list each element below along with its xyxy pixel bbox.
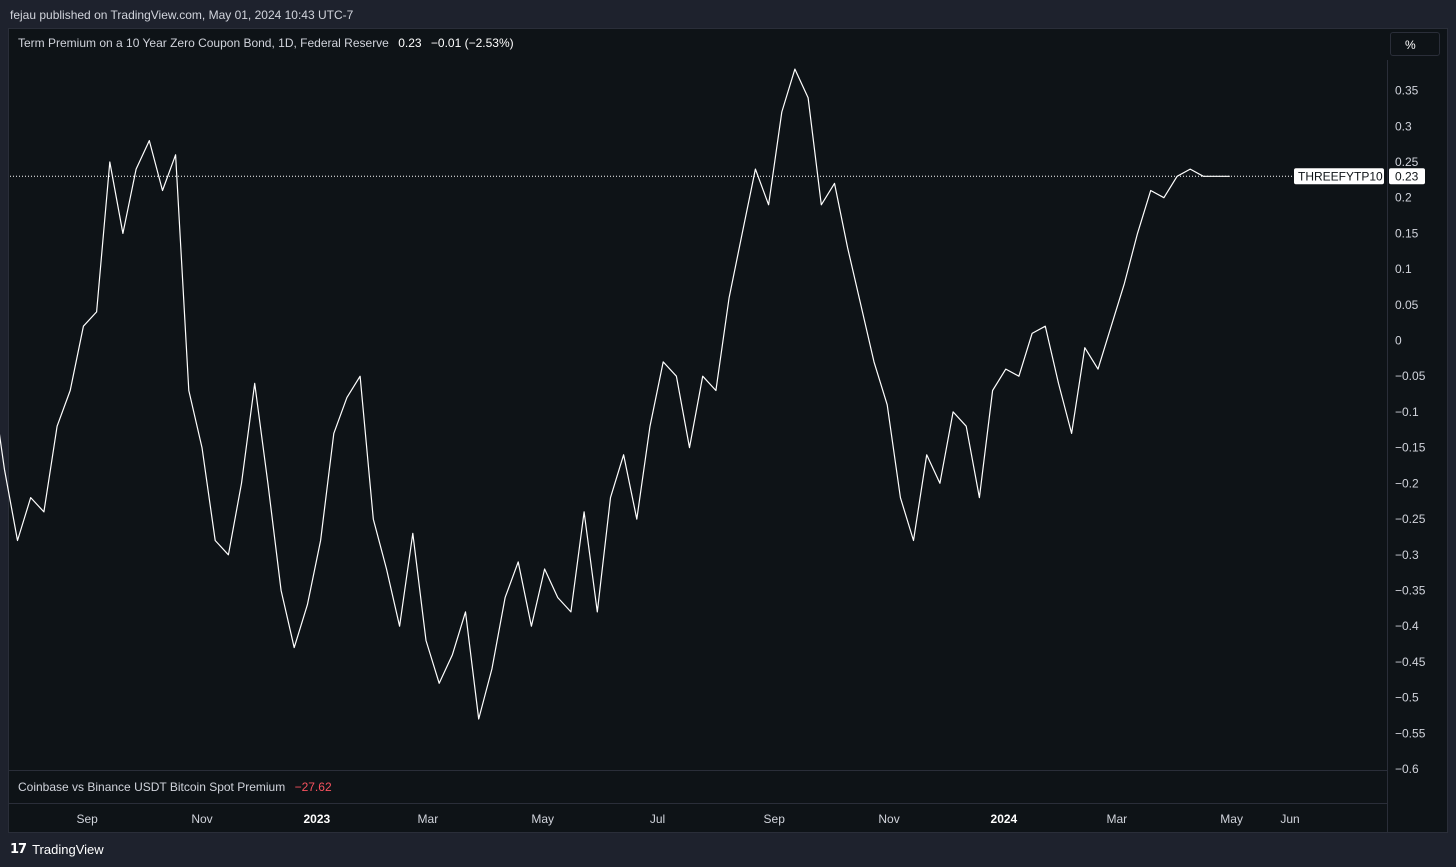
pane-divider[interactable] [8, 770, 1388, 771]
indicator-value: −27.62 [294, 780, 332, 794]
y-tick-label: −0.35 [1395, 583, 1426, 597]
footer-bar: 17 TradingView [0, 833, 1456, 867]
value-tag: 0.23 [1395, 169, 1419, 183]
series-line [0, 68, 1230, 720]
y-tick-label: 0.2 [1395, 191, 1412, 205]
x-tick-label: 2024 [991, 812, 1018, 826]
y-tick-label: −0.25 [1395, 512, 1426, 526]
y-tick-label: 0.35 [1395, 84, 1419, 98]
series-legend[interactable]: Term Premium on a 10 Year Zero Coupon Bo… [18, 36, 514, 50]
published-info: fejau published on TradingView.com, May … [10, 8, 354, 22]
x-tick-label: Sep [76, 812, 98, 826]
series-change: −0.01 (−2.53%) [430, 36, 514, 50]
time-axis-divider [8, 803, 1388, 804]
x-tick-label: Jul [650, 812, 665, 826]
brand-name: TradingView [32, 842, 104, 857]
y-tick-label: 0.25 [1395, 155, 1419, 169]
y-tick-label: −0.3 [1395, 548, 1419, 562]
y-tick-label: 0.15 [1395, 226, 1419, 240]
tradingview-logo-icon: 17 [10, 842, 27, 857]
y-tick-label: −0.5 [1395, 691, 1419, 705]
price-axis-divider [1387, 60, 1388, 833]
y-tick-label: −0.05 [1395, 369, 1426, 383]
x-tick-label: Nov [878, 812, 899, 826]
x-tick-label: 2023 [303, 812, 330, 826]
percent-scale-button[interactable]: % [1390, 32, 1440, 56]
x-tick-label: Mar [418, 812, 439, 826]
series-value: 0.23 [398, 36, 422, 50]
y-tick-label: −0.6 [1395, 762, 1419, 776]
x-tick-label: Nov [191, 812, 212, 826]
x-tick-label: Jun [1280, 812, 1299, 826]
y-tick-label: 0.05 [1395, 298, 1419, 312]
x-tick-label: May [1220, 812, 1243, 826]
y-tick-label: −0.55 [1395, 726, 1426, 740]
y-tick-label: −0.2 [1395, 476, 1419, 490]
indicator-title: Coinbase vs Binance USDT Bitcoin Spot Pr… [18, 780, 286, 794]
symbol-tag: THREEFYTP10 [1298, 169, 1383, 183]
symbol-tag-bg [1294, 168, 1384, 185]
indicator-legend[interactable]: Coinbase vs Binance USDT Bitcoin Spot Pr… [18, 780, 332, 794]
y-tick-label: −0.45 [1395, 655, 1426, 669]
y-tick-label: −0.1 [1395, 405, 1419, 419]
y-tick-label: 0.3 [1395, 119, 1412, 133]
tradingview-brand[interactable]: 17 TradingView [10, 842, 104, 857]
x-tick-label: Mar [1106, 812, 1127, 826]
y-tick-label: 0.1 [1395, 262, 1412, 276]
publish-bar: fejau published on TradingView.com, May … [0, 0, 1456, 28]
x-tick-label: Sep [764, 812, 786, 826]
x-tick-label: May [531, 812, 554, 826]
value-tag-bg [1389, 168, 1425, 185]
y-tick-label: −0.4 [1395, 619, 1419, 633]
y-tick-label: −0.15 [1395, 441, 1426, 455]
y-tick-label: 0 [1395, 334, 1402, 348]
series-title: Term Premium on a 10 Year Zero Coupon Bo… [18, 36, 389, 50]
